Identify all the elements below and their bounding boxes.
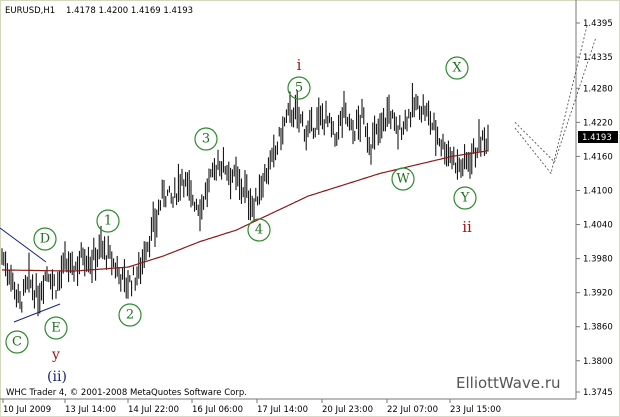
price-tick-label: 1.3860 [583,323,613,333]
wave-1-circle [96,209,120,233]
triangle-upper-line [0,227,47,263]
projection-lines [514,25,597,175]
ohlc-readout: 1.4178 1.4200 1.4169 1.4193 [66,6,193,16]
wave-ii-label: ii [462,218,472,236]
wave-i-label: i [297,56,302,74]
price-tick-label: 1.3800 [583,357,613,367]
wave-4-circle [247,218,271,242]
moving-average [1,150,489,272]
wave-2-circle [118,303,142,327]
moving-average-line [1,150,489,272]
copyright-text: WHC Trader 4, © 2001-2008 MetaQuotes Sof… [6,388,247,398]
wave-x-circle [445,56,469,80]
wave-3-label: 3 [202,132,210,147]
wave-w-circle [391,167,415,191]
wave-c-label: C [12,335,22,350]
symbol-label: EURUSD,H1 [5,6,55,16]
time-axis: 10 Jul 2009 13 Jul 14:00 14 Jul 22:00 16 Ju… [2,399,501,415]
wave-w-label: W [396,172,410,187]
wave-c-circle [5,330,29,354]
triangle-lower-line [13,303,61,323]
current-price-box [578,131,618,143]
wave-5-circle [287,76,311,100]
time-tick-label: 17 Jul 14:00 [257,405,308,415]
time-tick-label: 10 Jul 2009 [3,405,51,415]
price-tick-label: 1.3920 [583,289,613,299]
wave-y-circle [453,186,477,210]
time-tick-label: 16 Jul 06:00 [192,405,243,415]
time-tick-label: 14 Jul 22:00 [128,405,179,415]
wave-d-circle [33,227,57,251]
price-tick-label: 1.4220 [583,118,613,128]
price-tick-label: 1.4280 [583,84,613,94]
watermark-text: ElliottWave.ru [456,374,561,392]
wave-y-label: Y [460,191,470,206]
wave-5-label: 5 [295,81,303,96]
price-tick-label: 1.3980 [583,255,613,265]
price-tick-label: 1.3745 [583,388,613,398]
price-axis: 1.4395 1.4335 1.4280 1.4220 1.4160 1.4100 1.40… [576,19,613,398]
price-bars [1,83,489,317]
price-tick-label: 1.4335 [583,53,613,63]
wave-4-label: 4 [255,223,263,238]
wave-e-circle [44,316,68,340]
wave-ii-paren-label: (ii) [47,369,67,385]
price-tick-label: 1.4160 [583,152,613,162]
time-tick-label: 20 Jul 23:00 [322,405,373,415]
price-tick-label: 1.4395 [583,19,613,29]
wave-1-label: 1 [104,214,112,229]
wave-y-small-label: y [51,347,60,363]
wave-x-label: X [452,61,462,76]
current-price-label: 1.4193 [582,133,612,143]
time-tick-label: 22 Jul 07:00 [387,405,438,415]
wave-3-circle [194,127,218,151]
wave-e-label: E [51,321,61,336]
price-tick-label: 1.4100 [583,186,613,196]
time-tick-label: 23 Jul 15:00 [450,405,501,415]
price-tick-label: 1.4040 [583,221,613,231]
projection-dotted-line [514,37,597,163]
time-tick-label: 13 Jul 14:00 [65,405,116,415]
projection-dotted-line [514,25,588,175]
wave-2-label: 2 [126,308,134,323]
wave-d-label: D [40,232,50,247]
